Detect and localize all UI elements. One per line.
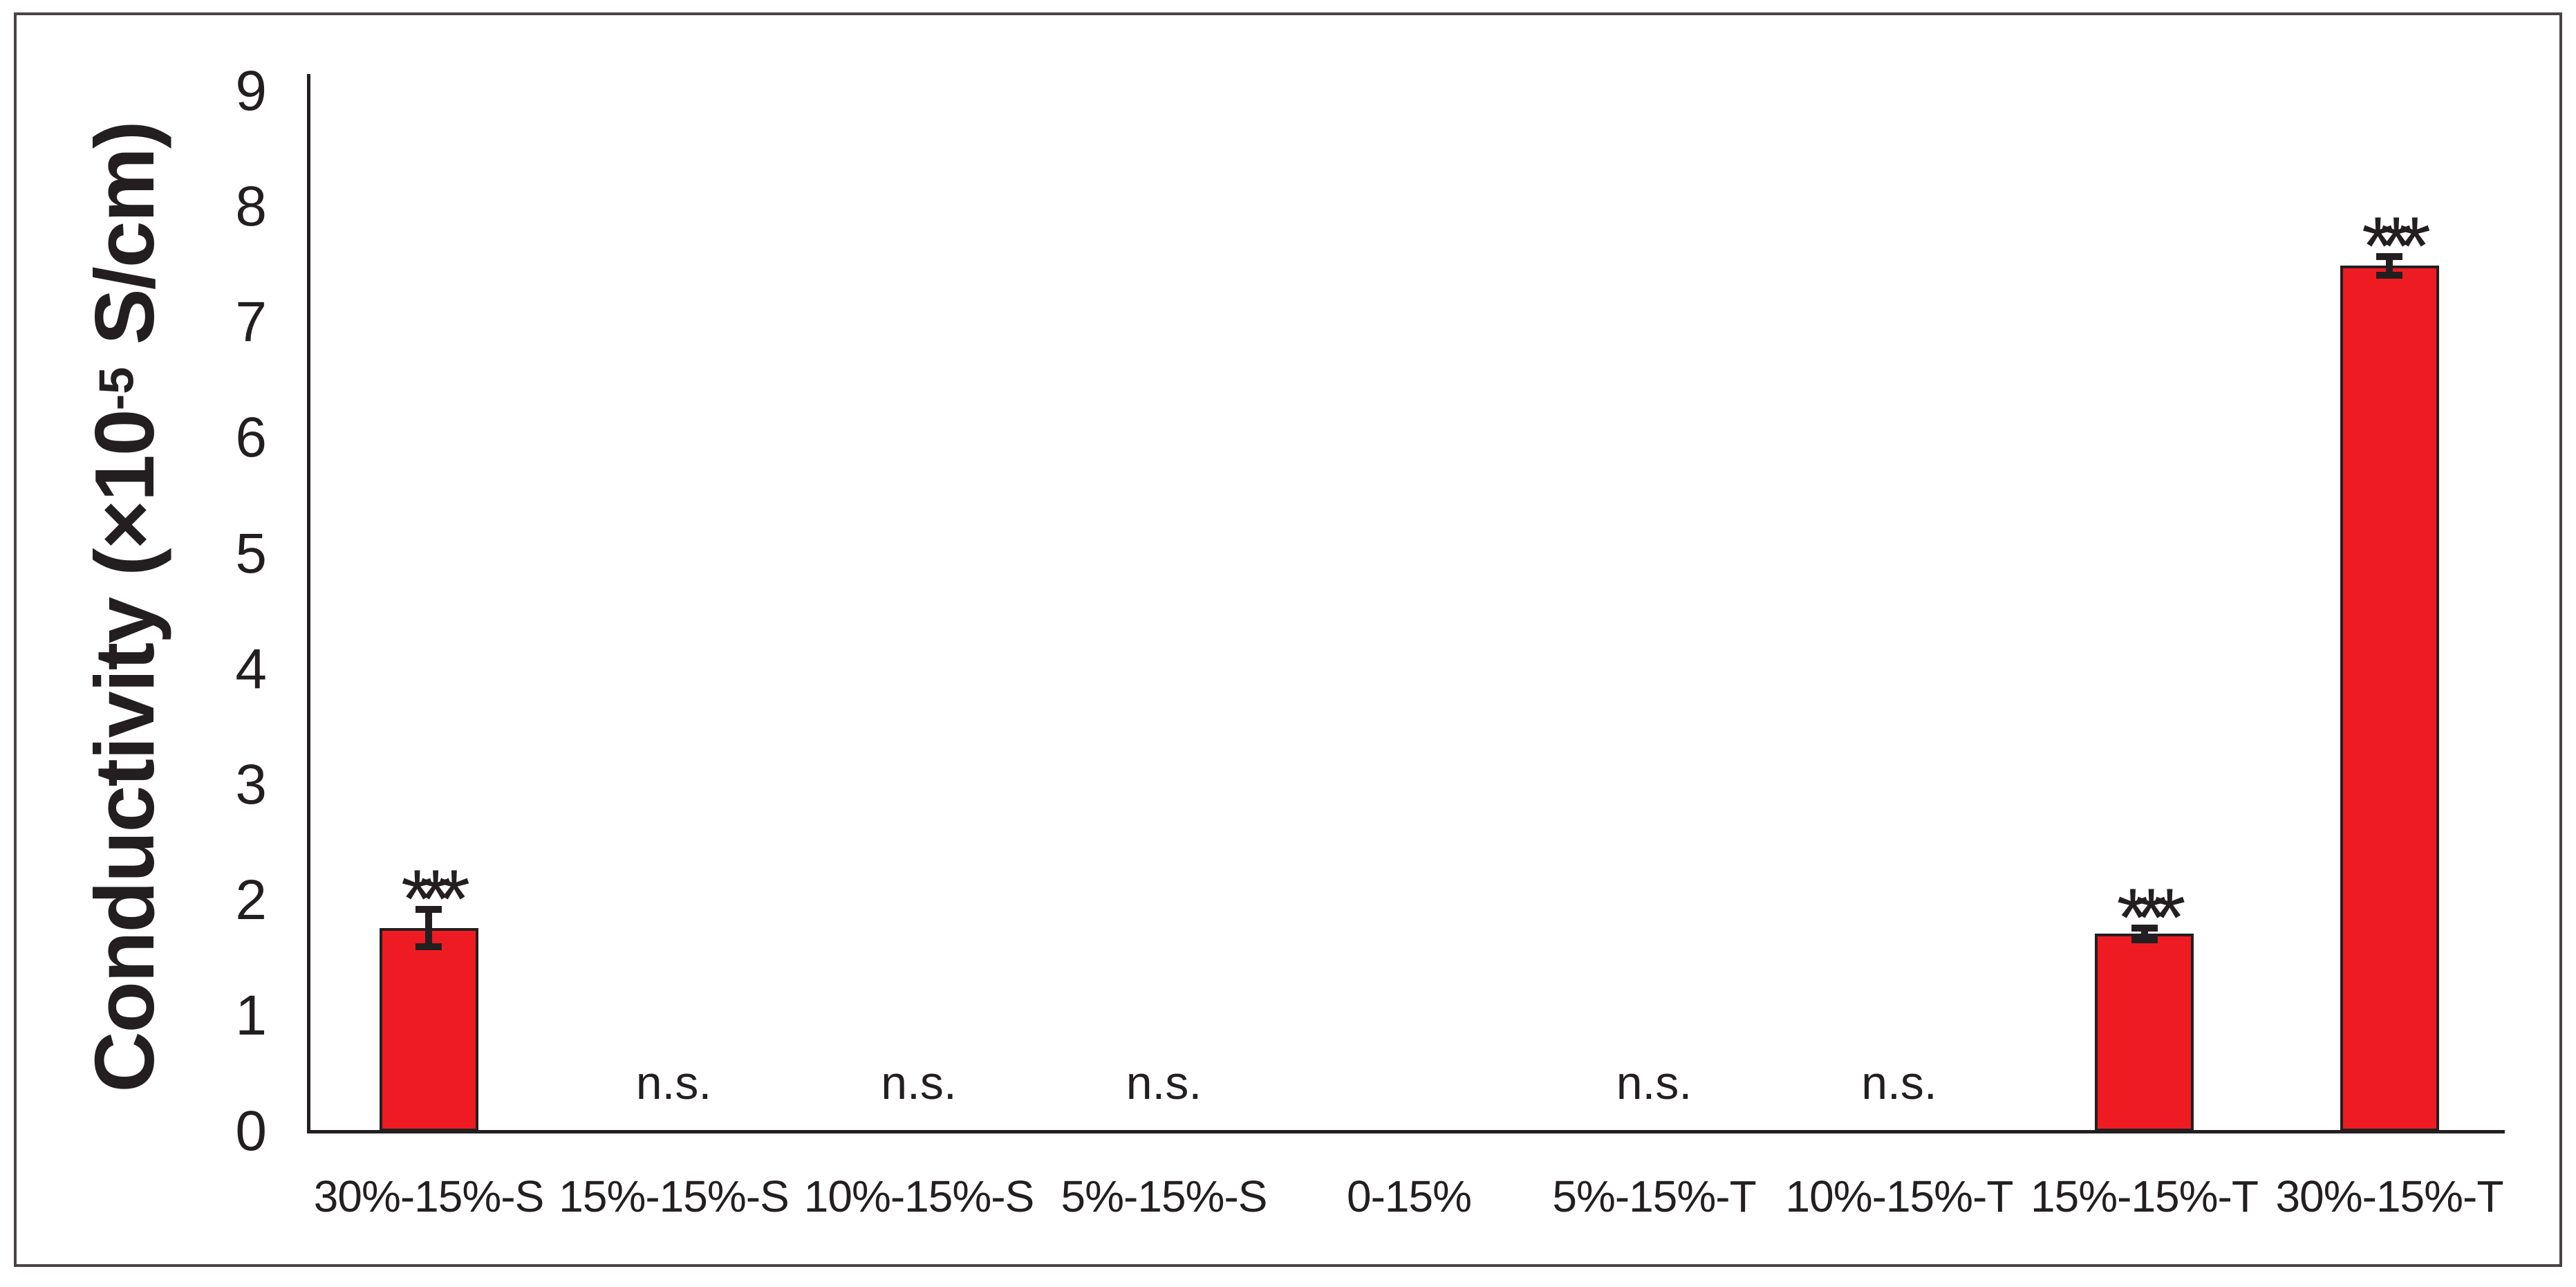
y-tick-label-6: 6 [235,406,267,470]
y-axis-title-superscript: -5 [88,367,144,411]
significance-label-15%-15%-T: *** [2116,871,2185,964]
error-bar-upper-cap-15%-15%-T [2131,924,2158,932]
x-tick-label-30%-15%-T: 30%-15%-T [2275,1172,2504,1221]
y-tick-label-0: 0 [235,1100,267,1163]
bar-15%-15%-T [2095,934,2194,1131]
x-tick-label-15%-15%-S: 15%-15%-S [559,1172,790,1221]
y-tick-label-2: 2 [235,868,267,932]
y-tick-label-1: 1 [235,983,267,1047]
x-axis-line [307,1130,2505,1133]
y-tick-label-5: 5 [235,521,267,585]
y-tick-label-7: 7 [235,290,267,354]
ns-label-10%-15%-S: n.s. [881,1057,957,1109]
x-tick-label-30%-15%-S: 30%-15%-S [313,1172,545,1221]
ns-label-15%-15%-S: n.s. [635,1057,712,1109]
x-tick-label-5%-15%-T: 5%-15%-T [1552,1172,1756,1221]
error-bar-upper-cap-30%-15%-T [2376,253,2402,261]
x-tick-label-10%-15%-S: 10%-15%-S [803,1172,1035,1221]
x-tick-label-15%-15%-T: 15%-15%-T [2031,1172,2259,1221]
error-bar-15%-15%-T [2140,927,2148,940]
x-tick-label-10%-15%-T: 10%-15%-T [1785,1172,2014,1221]
error-bar-lower-cap-15%-15%-T [2131,936,2158,943]
y-tick-label-8: 8 [235,175,267,239]
x-tick-label-5%-15%-S: 5%-15%-S [1061,1172,1268,1221]
x-tick-label-0-15%: 0-15% [1347,1172,1472,1221]
ns-label-10%-15%-T: n.s. [1861,1057,1937,1109]
error-bar-30%-15%-T [2386,257,2393,275]
error-bar-lower-cap-30%-15%-S [416,943,442,950]
figure-border [14,12,2562,1267]
y-tick-label-4: 4 [235,637,267,701]
ns-label-5%-15%-S: n.s. [1126,1057,1202,1109]
error-bar-upper-cap-30%-15%-S [416,906,442,914]
error-bar-30%-15%-S [425,909,432,947]
ns-label-5%-15%-T: n.s. [1616,1057,1692,1109]
bar-30%-15%-T [2340,266,2439,1131]
bar-30%-15%-S [379,927,478,1131]
significance-label-30%-15%-T: *** [2361,200,2431,293]
y-tick-label-9: 9 [235,59,267,123]
error-bar-lower-cap-30%-15%-T [2376,271,2402,279]
y-axis-line [307,74,310,1133]
significance-label-30%-15%-S: *** [400,853,470,946]
y-tick-label-3: 3 [235,752,267,816]
